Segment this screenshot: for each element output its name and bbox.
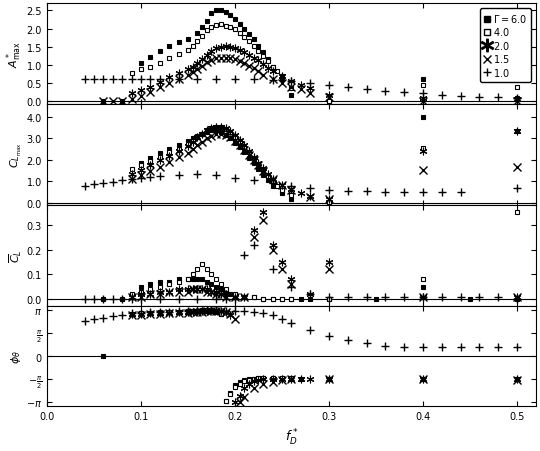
Y-axis label: $A^*_{\rm max}$: $A^*_{\rm max}$ [4,41,24,68]
Y-axis label: $\overline{C}_L$: $\overline{C}_L$ [8,249,24,262]
Y-axis label: $C_{L_{\rm max}}$: $C_{L_{\rm max}}$ [9,142,24,168]
X-axis label: $f_D^*$: $f_D^*$ [285,427,298,447]
Y-axis label: $\phi_\theta$: $\phi_\theta$ [9,349,23,363]
Legend: $\Gamma = 6.0$, $4.0$, $2.0$, $1.5$, $1.0$: $\Gamma = 6.0$, $4.0$, $2.0$, $1.5$, $1.… [480,9,531,83]
